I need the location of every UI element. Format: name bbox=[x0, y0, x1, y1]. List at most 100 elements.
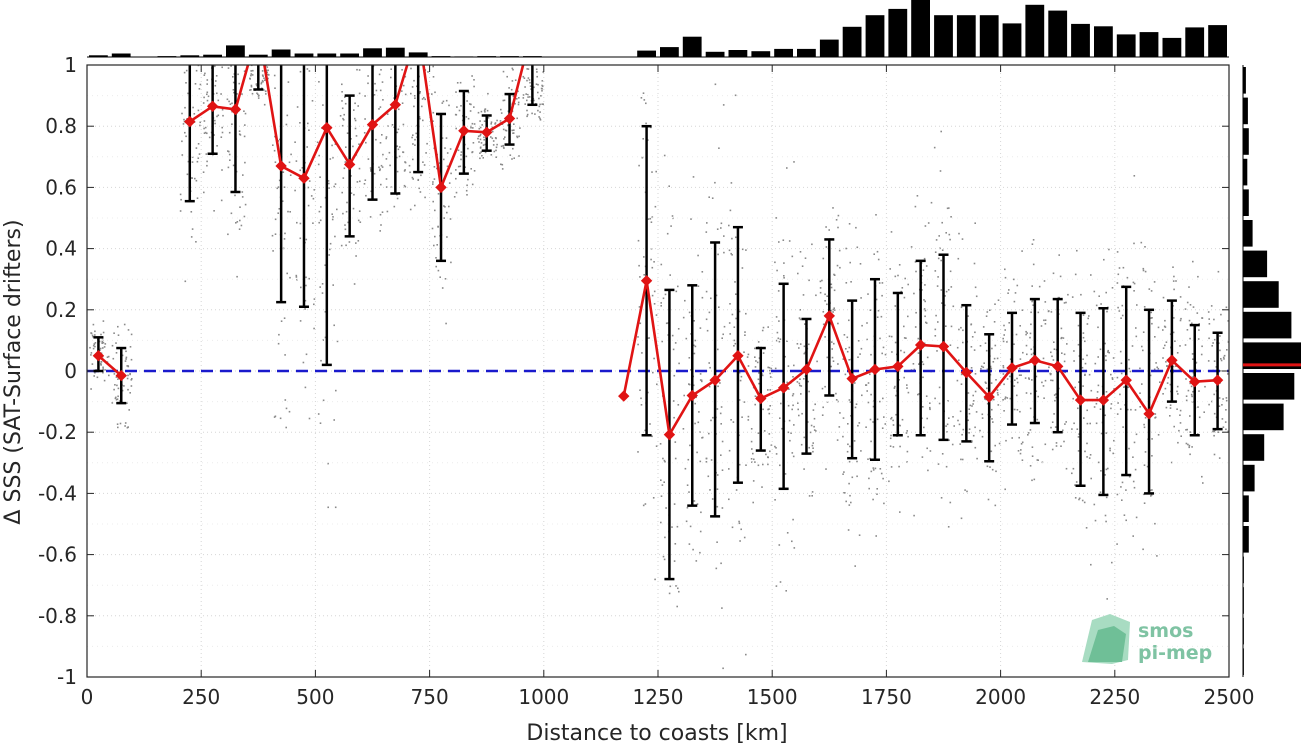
scatter-point bbox=[102, 347, 104, 349]
scatter-point bbox=[342, 177, 345, 179]
scatter-point bbox=[990, 367, 993, 370]
scatter-point bbox=[905, 432, 908, 434]
scatter-point bbox=[339, 115, 342, 117]
scatter-point bbox=[792, 393, 795, 395]
scatter-point bbox=[332, 156, 334, 159]
scatter-point bbox=[1173, 317, 1175, 319]
scatter-point bbox=[413, 95, 416, 97]
scatter-point bbox=[222, 33, 224, 35]
scatter-point bbox=[1025, 333, 1027, 336]
scatter-point bbox=[715, 294, 718, 297]
scatter-point bbox=[950, 216, 952, 218]
scatter-point bbox=[490, 123, 492, 125]
scatter-point bbox=[1105, 432, 1108, 434]
top-histogram-bar bbox=[523, 56, 542, 57]
scatter-point bbox=[1020, 449, 1022, 451]
scatter-point bbox=[1032, 239, 1035, 241]
scatter-point bbox=[363, 183, 366, 185]
scatter-point bbox=[299, 122, 301, 124]
scatter-point bbox=[747, 419, 750, 421]
scatter-point bbox=[363, 34, 365, 36]
scatter-point bbox=[481, 124, 483, 126]
scatter-point bbox=[446, 152, 449, 154]
scatter-point bbox=[1188, 444, 1191, 447]
scatter-point bbox=[331, 213, 333, 215]
scatter-point bbox=[492, 140, 495, 142]
scatter-point bbox=[427, 21, 429, 23]
scatter-point bbox=[231, 123, 233, 125]
scatter-point bbox=[700, 379, 703, 382]
scatter-point bbox=[927, 222, 930, 224]
scatter-point bbox=[714, 83, 717, 86]
scatter-point bbox=[319, 42, 321, 44]
scatter-point bbox=[236, 275, 238, 278]
scatter-point bbox=[226, 98, 229, 101]
scatter-point bbox=[206, 91, 209, 94]
scatter-point bbox=[762, 352, 765, 354]
scatter-point bbox=[876, 250, 879, 253]
scatter-point bbox=[467, 117, 470, 120]
scatter-point bbox=[907, 283, 909, 286]
scatter-point bbox=[652, 497, 655, 499]
scatter-point bbox=[459, 165, 462, 168]
scatter-point bbox=[740, 375, 743, 378]
scatter-point bbox=[1105, 391, 1108, 393]
median-point bbox=[253, 23, 263, 33]
scatter-point bbox=[676, 525, 679, 528]
scatter-point bbox=[1077, 343, 1080, 346]
scatter-point bbox=[854, 565, 856, 567]
scatter-point bbox=[768, 433, 771, 435]
scatter-point bbox=[522, 75, 525, 78]
scatter-point bbox=[185, 69, 188, 72]
scatter-point bbox=[232, 164, 235, 167]
scatter-point bbox=[689, 525, 692, 528]
scatter-point bbox=[1031, 379, 1033, 381]
scatter-point bbox=[1201, 345, 1203, 348]
scatter-point bbox=[735, 236, 737, 239]
scatter-point bbox=[1153, 368, 1156, 371]
scatter-point bbox=[995, 470, 997, 473]
scatter-point bbox=[903, 351, 906, 354]
scatter-point bbox=[420, 174, 422, 177]
scatter-point bbox=[752, 480, 755, 482]
scatter-point bbox=[791, 394, 794, 397]
scatter-point bbox=[746, 356, 749, 358]
scatter-point bbox=[296, 106, 299, 108]
scatter-point bbox=[929, 450, 932, 452]
scatter-point bbox=[951, 443, 954, 446]
scatter-point bbox=[689, 444, 691, 447]
scatter-point bbox=[243, 70, 246, 72]
scatter-point bbox=[812, 450, 814, 453]
scatter-point bbox=[433, 166, 436, 168]
scatter-point bbox=[799, 318, 802, 321]
scatter-point bbox=[91, 334, 94, 337]
scatter-point bbox=[264, 90, 267, 93]
scatter-point bbox=[542, 103, 544, 105]
scatter-point bbox=[342, 117, 344, 120]
median-markers bbox=[92, 23, 1224, 441]
scatter-point bbox=[996, 357, 999, 360]
scatter-point bbox=[322, 339, 324, 341]
scatter-point bbox=[412, 158, 414, 161]
scatter-point bbox=[1064, 423, 1066, 425]
scatter-point bbox=[1104, 514, 1107, 517]
scatter-point bbox=[375, 89, 378, 92]
scatter-point bbox=[267, 77, 269, 80]
scatter-point bbox=[1074, 273, 1077, 276]
scatter-point bbox=[1096, 391, 1099, 393]
scatter-point bbox=[1128, 367, 1131, 370]
scatter-point bbox=[411, 62, 413, 64]
scatter-point bbox=[402, 84, 405, 87]
scatter-point bbox=[1002, 340, 1005, 343]
scatter-point bbox=[1021, 459, 1024, 461]
scatter-point bbox=[1150, 494, 1153, 496]
scatter-point bbox=[1226, 349, 1228, 351]
scatter-point bbox=[639, 389, 641, 391]
scatter-point bbox=[1135, 516, 1138, 519]
scatter-point bbox=[1198, 323, 1200, 325]
scatter-point bbox=[924, 284, 926, 286]
scatter-point bbox=[220, 93, 222, 95]
scatter-point bbox=[1093, 290, 1096, 293]
median-line-segment bbox=[97, 354, 123, 377]
scatter-point bbox=[894, 305, 897, 307]
